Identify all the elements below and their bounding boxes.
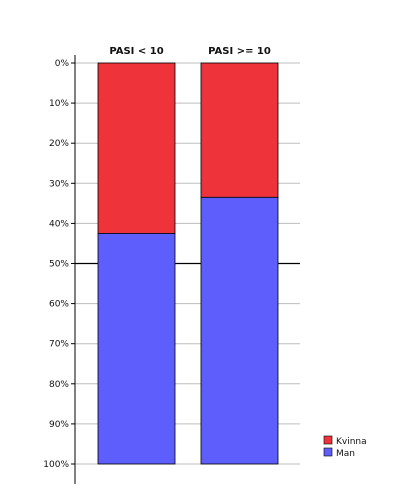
y-tick-label: 90% [49,420,69,430]
bar-man-2 [200,196,279,465]
y-tick-label: 60% [49,300,69,310]
bar-kvinna-1 [97,62,176,234]
legend: Kvinna Man [323,435,367,459]
bars [97,62,279,465]
bar-kvinna-2 [200,62,279,198]
y-tick-label: 100% [43,460,69,470]
legend-label: Man [336,449,355,459]
legend-swatch [323,435,333,445]
y-tick-label: 30% [49,179,69,189]
y-tick-label: 10% [49,99,69,109]
y-tick-label: 80% [49,380,69,390]
bar-man-1 [97,233,176,465]
category-label: PASI < 10 [109,46,163,57]
category-labels: PASI < 10 PASI >= 10 [109,46,271,57]
y-tick-label: 0% [55,59,70,69]
y-tick-label: 70% [49,340,69,350]
y-tick-label: 50% [49,260,69,270]
y-tick-labels: 0% 10% 20% 30% 40% 50% 60% 70% 80% 90% 100% [43,59,69,470]
y-axis [71,55,76,484]
legend-label: Kvinna [336,437,367,447]
y-tick-label: 20% [49,139,69,149]
legend-swatch [323,447,333,457]
category-label: PASI >= 10 [208,46,271,57]
y-tick-label: 40% [49,219,69,229]
